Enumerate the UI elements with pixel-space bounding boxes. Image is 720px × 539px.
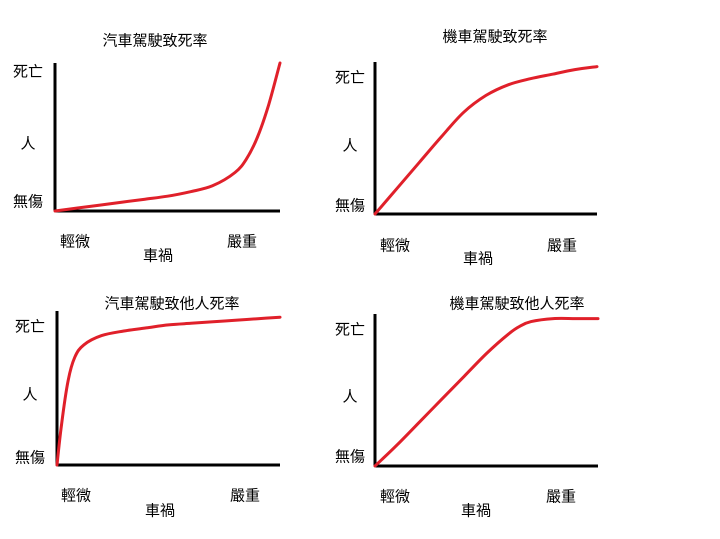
y-tick-label: 無傷 [335,448,365,466]
x-axis-label: 車禍 [463,250,493,268]
x-tick-label: 輕微 [380,237,410,255]
x-tick-label: 輕微 [60,233,90,251]
x-axis-label: 車禍 [143,247,173,265]
chart-title: 汽車駕駛致他人死率 [104,295,239,313]
chart-title: 汽車駕駛致死率 [102,32,207,50]
series-line [55,315,282,467]
series-line [373,65,599,216]
y-tick-label: 無傷 [15,449,45,467]
y-tick-label: 無傷 [13,193,43,211]
x-axis-label: 車禍 [145,502,175,520]
series-line [373,316,600,468]
y-tick-label: 死亡 [15,318,45,336]
y-tick-label: 人 [20,135,35,153]
chart-title: 機車駕駛致死率 [442,28,547,46]
y-tick-label: 死亡 [13,63,43,81]
x-tick-label: 輕微 [380,488,410,506]
x-tick-label: 嚴重 [546,488,576,506]
x-tick-label: 嚴重 [230,487,260,505]
y-tick-label: 人 [342,388,357,406]
x-tick-label: 輕微 [61,487,91,505]
x-tick-label: 嚴重 [547,237,577,255]
chart-title: 機車駕駛致他人死率 [449,295,584,313]
y-tick-label: 死亡 [335,321,365,339]
x-tick-label: 嚴重 [227,233,257,251]
x-axis-label: 車禍 [461,502,491,520]
y-tick-label: 死亡 [335,69,365,87]
series-line [53,61,282,213]
y-tick-label: 無傷 [335,197,365,215]
y-tick-label: 人 [22,386,37,404]
y-tick-label: 人 [342,137,357,155]
